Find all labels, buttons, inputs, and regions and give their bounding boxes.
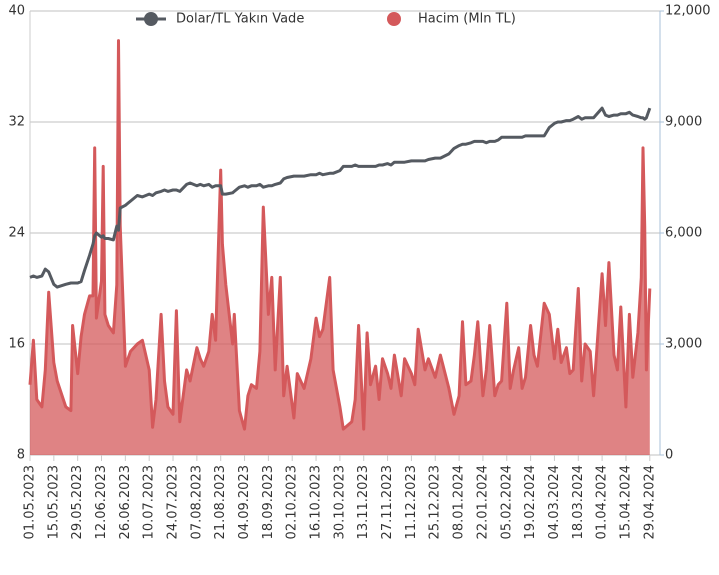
x-tick-label: 27.11.2023 [380,465,395,539]
x-tick-label: 05.02.2024 [499,465,514,539]
x-tick-label: 18.09.2023 [261,465,276,539]
y2-tick-label: 12,000 [665,4,711,19]
y-tick-label: 24 [8,226,25,241]
x-tick-label: 10.07.2023 [142,465,157,539]
x-tick-label: 15.05.2023 [46,465,61,539]
y-tick-label: 8 [17,448,25,463]
x-tick-label: 16.10.2023 [309,465,324,539]
x-tick-label: 18.03.2024 [571,465,586,539]
y-tick-label: 16 [8,337,25,352]
y2-tick-label: 3,000 [665,337,702,352]
x-tick-label: 13.11.2023 [356,465,371,539]
x-tick-label: 01.05.2023 [23,465,38,539]
y2-tick-label: 9,000 [665,115,702,130]
x-tick-label: 19.02.2024 [523,465,538,539]
x-tick-label: 04.09.2023 [237,465,252,539]
x-tick-label: 30.10.2023 [332,465,347,539]
x-tick-label: 21.08.2023 [213,465,228,539]
x-tick-label: 01.04.2024 [595,465,610,539]
x-tick-label: 29.04.2024 [642,465,657,539]
x-tick-label: 15.04.2024 [618,465,633,539]
y2-tick-label: 0 [665,448,673,463]
y-tick-label: 32 [8,115,25,130]
x-tick-label: 11.12.2023 [404,465,419,539]
x-tick-label: 29.05.2023 [70,465,85,539]
x-tick-label: 12.06.2023 [94,465,109,539]
y-tick-label: 40 [8,4,25,19]
legend: Dolar/TL Yakın Vade Hacim (Mln TL) [136,12,516,27]
area [30,40,650,455]
x-tick-label: 02.10.2023 [285,465,300,539]
y2-tick-label: 6,000 [665,226,702,241]
x-tick-label: 24.07.2023 [166,465,181,539]
x-tick-label: 22.01.2024 [475,465,490,539]
x-tick-label: 04.03.2024 [547,465,562,539]
x-tick-label: 08.01.2024 [452,465,467,539]
legend-marker [387,12,401,26]
legend-label[interactable]: Hacim (Mln TL) [418,12,516,27]
area-line [28,39,652,431]
x-tick-label: 26.06.2023 [118,465,133,539]
legend-marker [144,12,158,26]
x-tick-label: 07.08.2023 [189,465,204,539]
legend-label[interactable]: Dolar/TL Yakın Vade [176,12,304,27]
x-tick-label: 25.12.2023 [428,465,443,539]
line [29,106,652,289]
